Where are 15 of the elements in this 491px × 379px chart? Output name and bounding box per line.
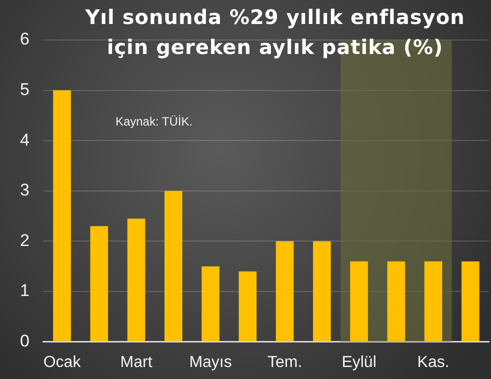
y-tick-label: 6 xyxy=(20,30,30,49)
x-tick-label: Eylül xyxy=(342,354,376,371)
y-tick-label: 4 xyxy=(20,130,30,150)
y-tick-label: 1 xyxy=(20,281,30,300)
chart-title: Yıl sonunda %29 yıllık enflasyon için gereken aylık patika (%) xyxy=(84,4,466,61)
x-tick-label: Ocak xyxy=(43,354,82,371)
y-tick-label: 3 xyxy=(20,180,30,200)
x-tick-label: Mart xyxy=(120,354,153,371)
annotation: Kaynak: TÜİK. xyxy=(115,114,193,128)
y-tick-label: 5 xyxy=(20,80,30,99)
y-tick-label: 0 xyxy=(20,331,30,350)
y-tick-label: 2 xyxy=(20,230,30,250)
x-tick-label: Tem. xyxy=(267,354,302,371)
x-tick-label: Mayıs xyxy=(189,354,232,371)
x-tick-label: Kas. xyxy=(417,354,450,371)
